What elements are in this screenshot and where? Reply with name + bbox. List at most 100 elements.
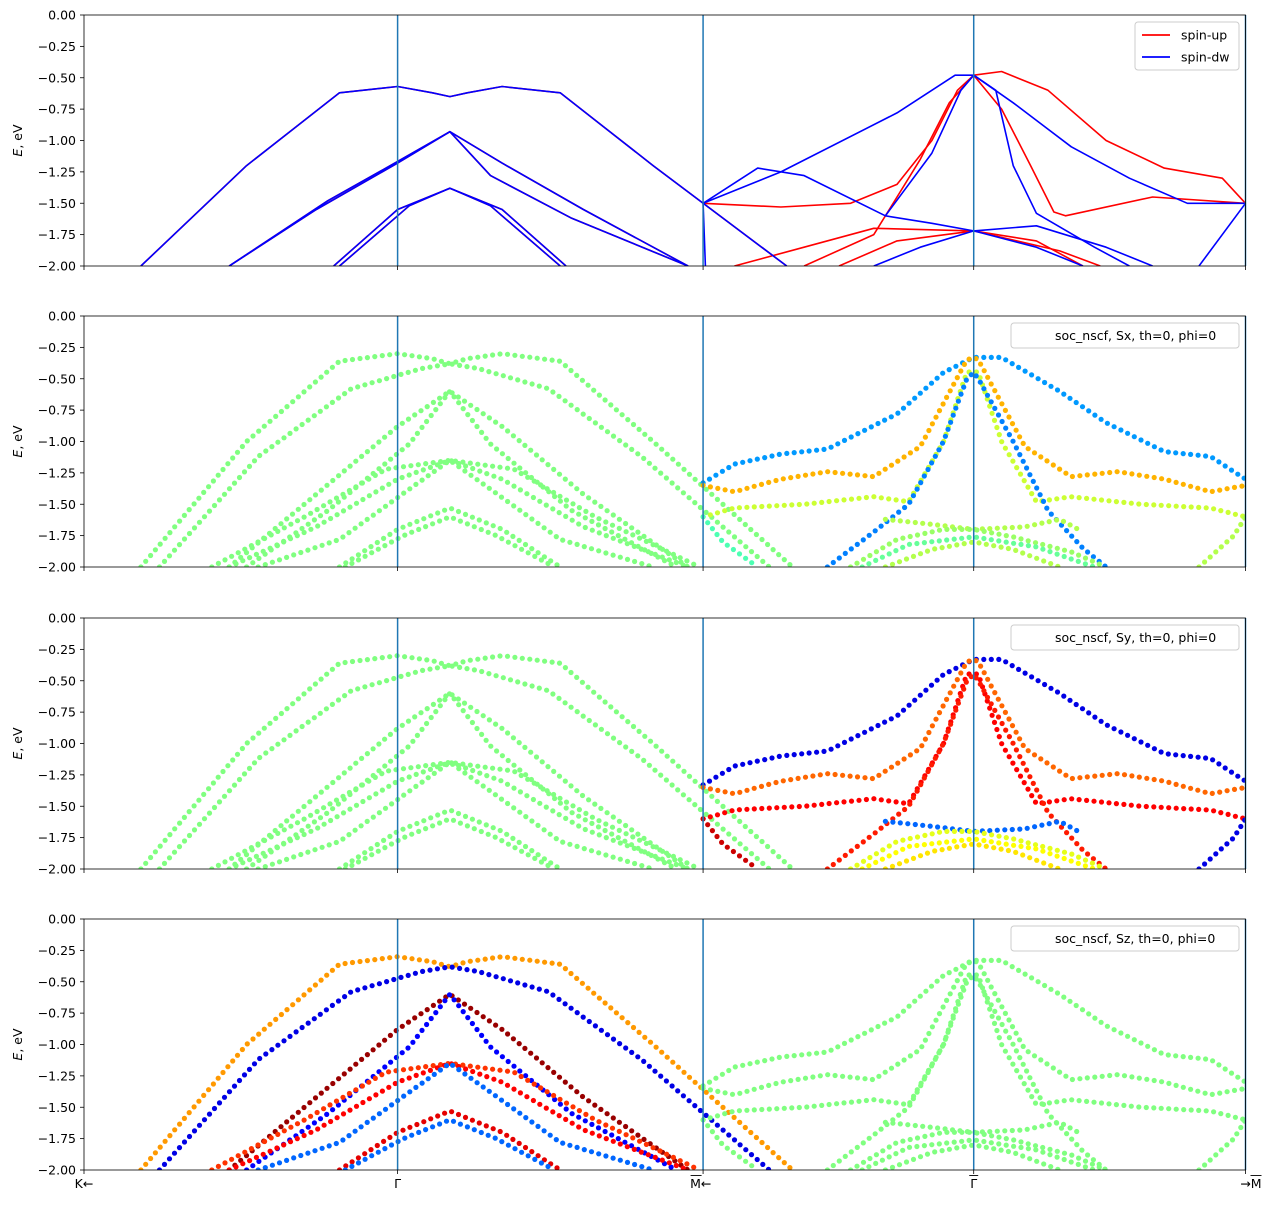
band-point — [161, 1161, 168, 1167]
band-point — [766, 805, 772, 811]
band-point — [1143, 1104, 1149, 1111]
band-point — [720, 524, 726, 530]
band-point — [167, 530, 173, 536]
band-point — [1025, 1141, 1031, 1147]
band-point — [705, 1123, 711, 1129]
band-point — [386, 1069, 392, 1075]
band-point — [910, 1156, 917, 1162]
band-point — [880, 847, 886, 853]
band-point — [261, 1026, 267, 1032]
band-point — [468, 1005, 474, 1011]
band-point — [388, 758, 394, 764]
band-point — [1107, 771, 1113, 778]
band-point — [959, 526, 965, 533]
band-point — [737, 841, 743, 847]
band-point — [569, 819, 575, 825]
band-point — [504, 479, 511, 485]
band-point — [867, 552, 873, 559]
band-point — [868, 424, 874, 430]
band-point — [1018, 541, 1024, 548]
band-point — [882, 466, 888, 472]
band-point — [759, 1139, 765, 1146]
band-line-spin-dw — [333, 187, 567, 266]
band-point — [148, 854, 154, 861]
band-point — [1011, 534, 1017, 540]
band-point — [1077, 775, 1083, 781]
band-point — [973, 373, 979, 379]
band-point — [1009, 1024, 1016, 1030]
band-point — [262, 1165, 268, 1170]
band-point — [610, 433, 617, 439]
band-point — [267, 545, 273, 551]
band-point — [414, 430, 420, 436]
band-point — [1114, 1072, 1120, 1078]
band-point — [914, 486, 920, 492]
band-point — [819, 801, 825, 808]
band-point — [922, 530, 928, 537]
band-point — [1040, 498, 1047, 504]
band-point — [989, 1133, 995, 1139]
band-point — [996, 1134, 1002, 1140]
band-point — [784, 752, 790, 759]
band-point — [574, 1144, 580, 1150]
band-point — [932, 546, 938, 552]
band-point — [940, 1004, 946, 1010]
band-point — [905, 519, 911, 525]
band-point — [628, 1143, 635, 1149]
band-point — [791, 1053, 797, 1059]
band-point — [1224, 788, 1230, 794]
band-point — [1018, 838, 1024, 844]
band-point — [255, 564, 261, 567]
band-point — [935, 522, 941, 528]
band-point — [737, 487, 743, 493]
band-point — [754, 855, 760, 862]
band-point — [753, 833, 760, 840]
band-point — [186, 1110, 192, 1116]
band-point — [659, 446, 665, 452]
svg-text:Γ: Γ — [970, 1176, 977, 1191]
band-point — [1195, 452, 1201, 458]
band-point — [714, 510, 721, 516]
band-point — [530, 494, 537, 501]
band-point — [250, 735, 256, 741]
band-point — [1242, 515, 1246, 521]
band-point — [996, 1141, 1002, 1147]
band-point — [856, 797, 862, 803]
band-point — [391, 373, 397, 380]
band-point — [215, 1163, 221, 1169]
band-point — [744, 485, 750, 491]
band-point — [720, 1127, 726, 1133]
band-point — [494, 1049, 500, 1055]
band-point — [974, 829, 980, 835]
band-point — [433, 1010, 439, 1016]
band-point — [305, 417, 311, 423]
band-point — [927, 521, 933, 527]
band-point — [1229, 534, 1236, 540]
band-point — [539, 1060, 545, 1066]
band-point — [1044, 458, 1050, 464]
band-point — [860, 1159, 867, 1165]
band-point — [1092, 1074, 1098, 1080]
band-point — [490, 765, 496, 771]
band-point — [375, 1149, 381, 1155]
band-point — [295, 696, 301, 702]
band-point — [1005, 1148, 1012, 1155]
band-point — [1202, 1162, 1208, 1168]
band-point — [399, 1050, 405, 1056]
band-point — [474, 725, 480, 732]
band-point — [1075, 1161, 1081, 1167]
band-point — [405, 671, 411, 678]
band-point — [335, 697, 342, 703]
band-point — [900, 1008, 907, 1014]
band-point — [333, 1098, 340, 1104]
band-point — [1069, 533, 1075, 539]
band-point — [748, 828, 754, 835]
band-point — [1074, 539, 1080, 545]
band-point — [406, 472, 412, 478]
band-point — [1069, 1152, 1075, 1158]
band-point — [714, 1113, 721, 1119]
band-point — [538, 1085, 544, 1091]
band-point — [586, 1098, 592, 1104]
band-point — [878, 825, 884, 831]
band-point — [443, 817, 450, 823]
